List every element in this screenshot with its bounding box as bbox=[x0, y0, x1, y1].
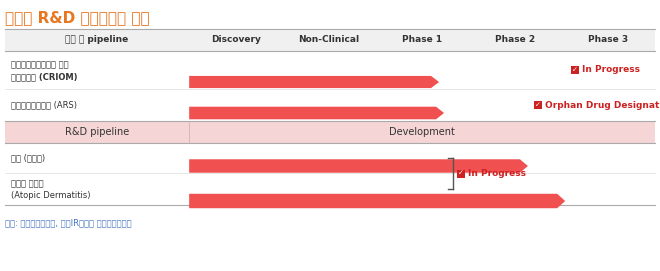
Bar bbox=[571, 66, 579, 74]
Bar bbox=[5, 51, 655, 89]
Bar bbox=[5, 29, 655, 51]
Text: ✓: ✓ bbox=[458, 170, 464, 176]
Text: 항암화학방사선요법 유발: 항암화학방사선요법 유발 bbox=[11, 60, 69, 69]
Text: In Progress: In Progress bbox=[468, 169, 526, 178]
Text: Non-Clinical: Non-Clinical bbox=[298, 36, 360, 44]
Bar bbox=[5, 89, 655, 121]
Text: 급성방사선증후군 (ARS): 급성방사선증후군 (ARS) bbox=[11, 101, 77, 109]
Text: 항암 (췌장암): 항암 (췌장암) bbox=[11, 153, 45, 163]
Text: 진행 중 pipeline: 진행 중 pipeline bbox=[65, 36, 129, 44]
Text: Development: Development bbox=[389, 127, 455, 137]
Text: In Progress: In Progress bbox=[582, 66, 640, 75]
Text: R&D pipeline: R&D pipeline bbox=[65, 127, 129, 137]
Text: (Atopic Dermatitis): (Atopic Dermatitis) bbox=[11, 192, 90, 201]
Bar bbox=[5, 173, 655, 205]
Text: ✓: ✓ bbox=[535, 102, 541, 108]
Bar bbox=[5, 121, 655, 143]
Bar bbox=[534, 101, 542, 109]
Text: 자료: 엔지켐생명과학, 한국IR협의회 기업리서치센터: 자료: 엔지켐생명과학, 한국IR협의회 기업리서치센터 bbox=[5, 218, 131, 227]
Text: 동사의 R&D 파이프라인 현황: 동사의 R&D 파이프라인 현황 bbox=[5, 10, 150, 25]
Text: Phase 3: Phase 3 bbox=[588, 36, 628, 44]
Text: Phase 2: Phase 2 bbox=[495, 36, 535, 44]
Bar bbox=[457, 169, 465, 178]
Text: Orphan Drug Designation: Orphan Drug Designation bbox=[545, 101, 660, 109]
Polygon shape bbox=[189, 76, 439, 88]
Polygon shape bbox=[189, 107, 444, 119]
Polygon shape bbox=[189, 159, 528, 173]
Text: Discovery: Discovery bbox=[211, 36, 261, 44]
Bar bbox=[5, 143, 655, 173]
Text: Phase 1: Phase 1 bbox=[402, 36, 442, 44]
Text: 아토피 피부염: 아토피 피부염 bbox=[11, 179, 44, 189]
Text: ✓: ✓ bbox=[572, 67, 578, 73]
Text: 구강점막염 (CRIOM): 구강점막염 (CRIOM) bbox=[11, 73, 77, 82]
Polygon shape bbox=[189, 194, 565, 208]
